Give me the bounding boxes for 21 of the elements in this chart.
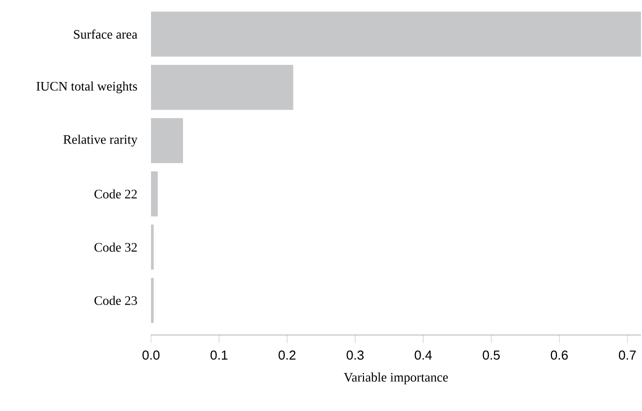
bar — [151, 12, 642, 57]
y-tick-label: Code 32 — [94, 242, 137, 252]
x-axis-title: Variable importance — [344, 372, 448, 384]
y-tick-label: Surface area — [74, 30, 138, 39]
bar — [151, 278, 154, 323]
y-tick-label: Code 22 — [94, 189, 137, 198]
bar — [151, 118, 183, 164]
x-tick-label: 0.4 — [414, 350, 432, 360]
y-tick-label: Relative rarity — [63, 134, 138, 147]
bar — [151, 171, 158, 216]
x-tick-label: 0.3 — [346, 350, 364, 360]
y-tick-label: Code 23 — [94, 296, 137, 305]
x-tick-label: 0.1 — [210, 350, 228, 360]
x-tick-label: 0.0 — [142, 350, 160, 360]
x-tick-label: 0.5 — [482, 350, 500, 360]
bar — [151, 64, 294, 110]
x-tick-label: 0.2 — [278, 350, 296, 360]
x-tick-label: 0.6 — [550, 350, 568, 360]
x-tick-label: 0.7 — [618, 350, 636, 360]
bar — [151, 224, 154, 270]
y-tick-label: IUCN total weights — [36, 81, 138, 94]
